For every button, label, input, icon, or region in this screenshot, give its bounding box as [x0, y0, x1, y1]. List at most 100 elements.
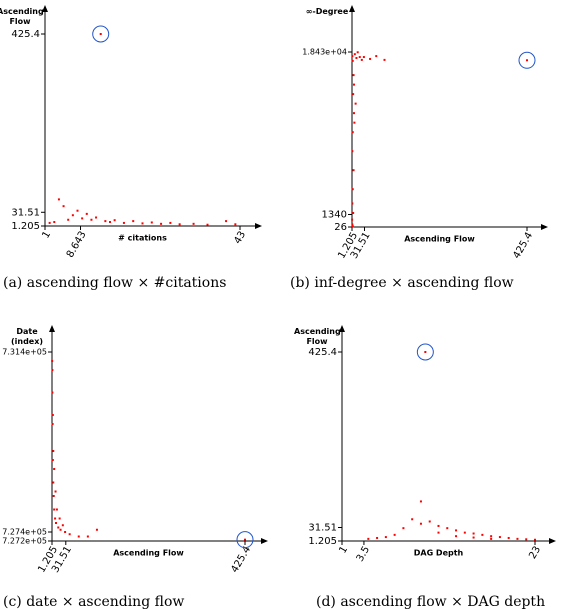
- point: [77, 535, 80, 538]
- highlight-circle: [416, 343, 434, 361]
- point: [352, 83, 355, 86]
- point: [353, 121, 356, 124]
- point: [384, 536, 387, 539]
- x-tick-label: 425.4: [511, 231, 535, 261]
- point: [455, 535, 458, 538]
- y-arrow: [339, 325, 345, 332]
- point: [516, 537, 519, 540]
- point: [150, 221, 153, 224]
- x-axis-label: Ascending Flow: [113, 549, 184, 558]
- point: [95, 528, 98, 531]
- point: [498, 536, 501, 539]
- point: [81, 217, 84, 220]
- point: [99, 33, 102, 35]
- caption: (d) ascending flow × DAG depth: [316, 594, 545, 609]
- x-arrow: [549, 538, 556, 544]
- point: [52, 481, 55, 484]
- y-tick-label: 31.51: [11, 207, 40, 218]
- caption: (b) inf-degree × ascending flow: [290, 275, 514, 291]
- x-tick-label: 3.5: [355, 545, 372, 564]
- x-axis-label: Ascending Flow: [404, 235, 475, 244]
- y-tick-label: 26: [334, 222, 347, 233]
- x-tick-label: 8.643: [65, 230, 89, 260]
- point: [67, 218, 70, 221]
- highlight-circle: [518, 51, 536, 69]
- y-tick-label: 1.843e+04: [302, 48, 347, 57]
- point: [225, 220, 228, 223]
- point: [53, 508, 56, 511]
- point: [52, 450, 55, 452]
- point: [369, 57, 372, 60]
- point: [376, 536, 379, 539]
- point: [352, 74, 355, 77]
- point: [95, 216, 98, 219]
- y-tick-label: 1340: [322, 210, 347, 221]
- point: [85, 212, 88, 215]
- x-arrow: [255, 223, 262, 229]
- caption: (c) date × ascending flow: [3, 594, 184, 609]
- point: [402, 527, 405, 530]
- point: [122, 221, 125, 224]
- point: [51, 423, 54, 425]
- point: [132, 220, 135, 223]
- point: [351, 188, 354, 191]
- point: [351, 202, 354, 205]
- y-tick-label: 7.314e+05: [2, 348, 47, 357]
- point: [53, 221, 56, 224]
- point: [57, 198, 60, 201]
- point: [51, 459, 54, 461]
- point: [351, 59, 354, 62]
- point: [358, 56, 361, 59]
- point: [351, 150, 354, 153]
- point: [54, 517, 57, 520]
- y-arrow: [42, 5, 48, 12]
- point: [351, 223, 354, 226]
- x-tick-label: 425.4: [229, 545, 253, 575]
- point: [55, 522, 58, 524]
- point: [455, 529, 458, 532]
- point: [71, 214, 74, 217]
- x-axis-label: # citations: [118, 234, 167, 243]
- point: [383, 58, 386, 61]
- point: [51, 414, 54, 416]
- point: [90, 218, 93, 221]
- point: [428, 520, 431, 523]
- point: [51, 391, 54, 394]
- point: [351, 131, 354, 134]
- point: [375, 55, 378, 58]
- point: [360, 58, 363, 61]
- point: [48, 221, 51, 224]
- point: [68, 533, 71, 536]
- point: [113, 219, 116, 222]
- point: [160, 222, 163, 225]
- point: [244, 538, 246, 541]
- point: [437, 531, 440, 534]
- point: [355, 56, 358, 59]
- point: [53, 468, 56, 470]
- point: [104, 220, 107, 223]
- y-tick-label: 1.205: [11, 221, 40, 232]
- x-tick-label: 23: [527, 545, 543, 562]
- y-tick-label: 1.205: [308, 536, 337, 547]
- y-tick-label: 7.272e+05: [2, 537, 47, 546]
- y-tick-label: 31.51: [308, 522, 337, 533]
- point: [437, 524, 440, 527]
- point: [86, 535, 89, 538]
- highlight-circle: [92, 25, 110, 43]
- point: [352, 169, 355, 172]
- point: [61, 524, 64, 527]
- y-arrow: [49, 325, 55, 332]
- point: [424, 351, 427, 353]
- point: [507, 536, 510, 539]
- y-axis-label: Ascending Flow: [0, 7, 44, 26]
- x-arrow: [261, 538, 268, 544]
- point: [52, 495, 55, 497]
- y-axis-label: Date (index): [10, 327, 44, 346]
- point: [51, 369, 54, 371]
- point: [351, 225, 354, 228]
- point: [362, 56, 365, 59]
- x-tick-label: 1: [337, 545, 350, 556]
- point: [393, 533, 396, 536]
